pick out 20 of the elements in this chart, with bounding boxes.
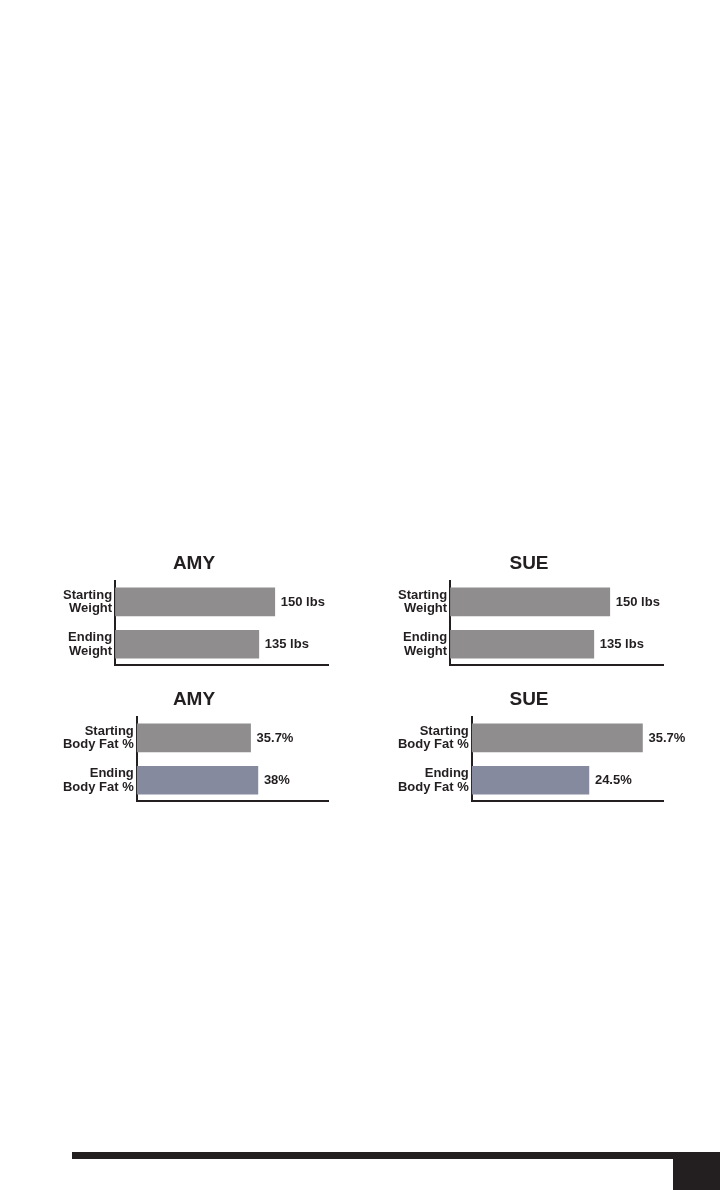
data-label: 150 lbs bbox=[280, 593, 325, 609]
y-tick-label: Starting Weight bbox=[397, 586, 448, 616]
data-label: 150 lbs bbox=[615, 593, 660, 609]
data-label: 35.7% bbox=[648, 729, 686, 745]
y-tick-label: Starting Weight bbox=[62, 586, 113, 616]
y-tick-label: Ending Weight bbox=[68, 628, 113, 658]
chart-title: SUE bbox=[509, 551, 549, 573]
y-tick-label: Starting Body Fat % bbox=[397, 722, 470, 752]
y-tick-label: Ending Weight bbox=[403, 628, 448, 658]
data-label: 135 lbs bbox=[264, 635, 309, 651]
data-label: 35.7% bbox=[256, 729, 294, 745]
data-label: 24.5% bbox=[594, 771, 633, 787]
chart-title: AMY bbox=[172, 687, 216, 709]
y-tick-label: Ending Body Fat % bbox=[397, 764, 470, 794]
y-tick-label: Ending Body Fat % bbox=[62, 764, 135, 794]
chart-title: AMY bbox=[172, 551, 216, 573]
data-label: 38% bbox=[263, 771, 291, 787]
data-label: 135 lbs bbox=[599, 635, 644, 651]
chart-title: SUE bbox=[509, 687, 549, 709]
y-tick-label: Starting Body Fat % bbox=[62, 722, 135, 752]
